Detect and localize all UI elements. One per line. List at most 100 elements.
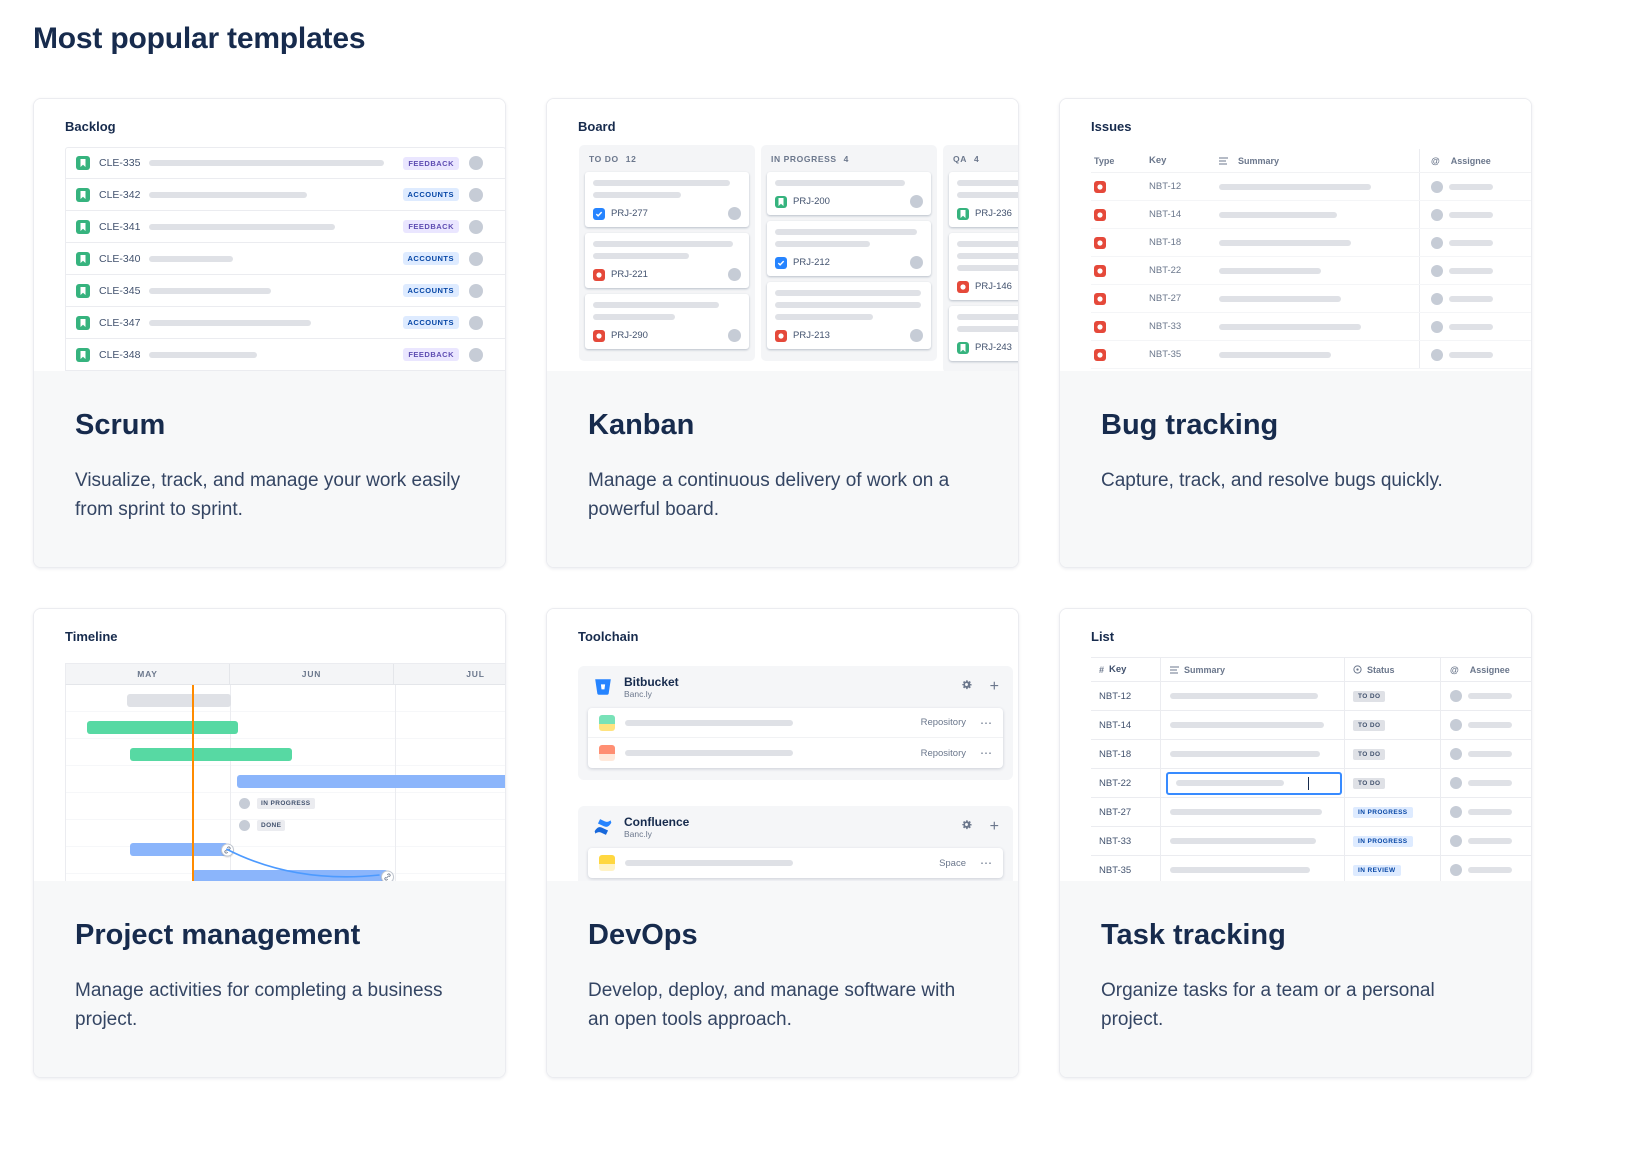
- task-row: NBT-27 IN PROGRESS: [1091, 798, 1531, 827]
- repo-avatar: [599, 745, 615, 761]
- board-card: PRJ-277: [585, 172, 749, 227]
- board-card: PRJ-236: [949, 172, 1018, 227]
- issue-key: NBT-12: [1149, 181, 1182, 192]
- card-description: Manage a continuous delivery of work on …: [588, 470, 950, 521]
- issue-key: NBT-22: [1149, 265, 1182, 276]
- board-card: PRJ-290: [585, 294, 749, 349]
- task-row: NBT-14 TO DO: [1091, 711, 1531, 740]
- placeholder-bar: [957, 265, 1018, 271]
- avatar: [910, 195, 923, 208]
- placeholder-bar: [1449, 183, 1493, 190]
- placeholder-bar: [957, 241, 1018, 247]
- story-icon: [76, 283, 90, 298]
- timeline-body: IN PROGRESS DONE: [65, 685, 505, 881]
- gantt-bar: [130, 748, 292, 761]
- avatar: [1431, 348, 1443, 361]
- avatar: [1450, 748, 1462, 760]
- avatar: [1450, 719, 1462, 731]
- avatar: [1450, 864, 1462, 876]
- preview-label: Board: [578, 119, 616, 134]
- placeholder-bar: [1468, 809, 1512, 815]
- grid-line: [230, 685, 231, 881]
- issue-row: NBT-18: [1091, 229, 1531, 257]
- issue-key: CLE-345: [99, 284, 141, 297]
- row-type-label: Repository: [920, 747, 966, 759]
- placeholder-bar: [1468, 722, 1512, 728]
- issue-key: NBT-35: [1149, 349, 1182, 360]
- issue-key: NBT-33: [1091, 827, 1161, 855]
- column-header-summary: Summary: [1184, 664, 1226, 675]
- placeholder-bar: [1176, 780, 1284, 786]
- column-header-assignee: Assignee: [1469, 664, 1510, 675]
- avatar: [728, 207, 741, 220]
- issue-key: NBT-33: [1149, 321, 1182, 332]
- label-badge: ACCOUNTS: [402, 316, 459, 329]
- status-badge: TO DO: [1353, 777, 1386, 789]
- issue-key: PRJ-146: [975, 281, 1012, 292]
- status-badge: IN PROGRESS: [1353, 835, 1413, 847]
- placeholder-bar: [957, 326, 1018, 332]
- link-icon: [221, 843, 234, 856]
- preview-label: Backlog: [65, 119, 116, 134]
- template-card-devops[interactable]: Toolchain Bitbucket Banc.ly +: [546, 608, 1019, 1078]
- backlog-row: CLE-335 FEEDBACK: [65, 147, 505, 179]
- template-card-kanban[interactable]: Board TO DO 12 PRJ-277: [546, 98, 1019, 568]
- preview-label: Toolchain: [578, 629, 639, 644]
- placeholder-bar: [1170, 751, 1320, 757]
- placeholder-bar: [149, 287, 271, 294]
- placeholder-bar: [1468, 867, 1512, 873]
- issue-key: PRJ-277: [611, 208, 648, 219]
- story-icon: [76, 156, 90, 170]
- issue-row: NBT-27: [1091, 285, 1531, 313]
- summary-edit-input[interactable]: [1166, 771, 1342, 795]
- toolchain-preview: Toolchain Bitbucket Banc.ly +: [547, 609, 1018, 881]
- bug-icon: [593, 329, 605, 342]
- preview-label: Timeline: [65, 629, 118, 644]
- template-card-task-tracking[interactable]: List # Key Summary Status @ Assignee NBT-1…: [1059, 608, 1532, 1078]
- issues-preview: Issues Type Key Summary @ Assignee: [1060, 99, 1531, 371]
- board: TO DO 12 PRJ-277: [579, 145, 1018, 371]
- avatar: [1450, 835, 1462, 847]
- placeholder-bar: [593, 302, 719, 308]
- placeholder-bar: [1170, 867, 1310, 873]
- issue-key: NBT-14: [1091, 711, 1161, 739]
- issue-key: NBT-18: [1149, 237, 1182, 248]
- repo-avatar: [599, 714, 615, 731]
- placeholder-bar: [1219, 183, 1371, 190]
- card-description: Capture, track, and resolve bugs quickly…: [1101, 470, 1443, 491]
- avatar: [910, 329, 923, 342]
- placeholder-bar: [1468, 780, 1512, 786]
- placeholder-bar: [593, 253, 689, 259]
- template-card-bug-tracking[interactable]: Issues Type Key Summary @ Assignee: [1059, 98, 1532, 568]
- template-card-scrum[interactable]: Backlog CLE-335 FEEDBACK CLE-342 ACCOUNT…: [33, 98, 506, 568]
- bug-icon: [1094, 348, 1106, 361]
- gear-icon: [960, 678, 973, 696]
- placeholder-bar: [1449, 323, 1493, 330]
- backlog-row: CLE-342 ACCOUNTS: [65, 179, 505, 211]
- issue-key: CLE-347: [99, 316, 141, 329]
- task-row: NBT-12 TO DO: [1091, 682, 1531, 711]
- board-card: PRJ-146: [949, 233, 1018, 300]
- label-badge: FEEDBACK: [403, 220, 459, 233]
- placeholder-bar: [775, 302, 921, 308]
- story-icon: [76, 347, 90, 362]
- board-card: PRJ-200: [767, 172, 931, 215]
- story-icon: [957, 207, 969, 220]
- tool-org: Banc.ly: [624, 828, 652, 839]
- task-row: NBT-33 IN PROGRESS: [1091, 827, 1531, 856]
- placeholder-bar: [1219, 267, 1321, 274]
- issue-row: NBT-33: [1091, 313, 1531, 341]
- avatar: [469, 219, 483, 234]
- gantt-bar: [127, 694, 231, 707]
- confluence-icon: [592, 816, 614, 838]
- card-info: Project management Manage activities for…: [34, 881, 505, 1077]
- assignee-icon: @: [1431, 155, 1440, 166]
- template-card-project-management[interactable]: Timeline MAY JUN JUL IN PROGRESS: [33, 608, 506, 1078]
- gantt-bar: [237, 775, 505, 788]
- column-count: 4: [843, 154, 849, 164]
- issue-key: PRJ-236: [975, 208, 1012, 219]
- card-info: Kanban Manage a continuous delivery of w…: [547, 371, 1018, 567]
- issue-key: CLE-348: [99, 348, 141, 361]
- board-column-todo: TO DO 12 PRJ-277: [579, 145, 755, 361]
- status-badge: DONE: [257, 820, 286, 831]
